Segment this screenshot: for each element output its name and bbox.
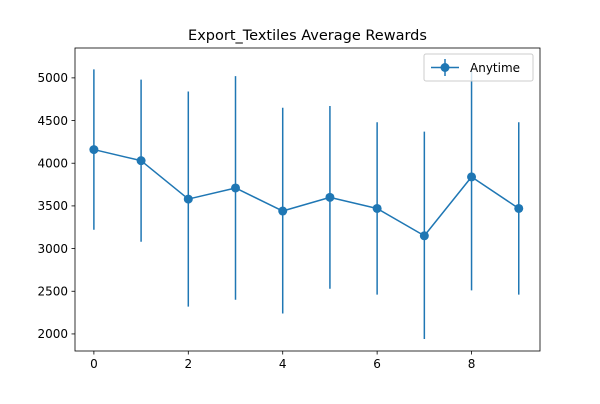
chart-title: Export_Textiles Average Rewards xyxy=(188,28,427,44)
data-point-0-3 xyxy=(231,183,241,193)
x-tick-label-8: 8 xyxy=(468,357,476,371)
legend-marker-sample xyxy=(440,63,450,72)
data-point-0-1 xyxy=(136,156,146,166)
plot-area xyxy=(89,69,524,340)
axes: 0 2 4 6 8 2000 2500 3000 3500 4000 4500 5000 xyxy=(37,47,541,371)
data-point-0-7 xyxy=(419,231,429,241)
y-tick-label-3500: 3500 xyxy=(37,199,68,213)
data-point-0-2 xyxy=(183,194,193,204)
y-tick-label-2000: 2000 xyxy=(37,327,68,341)
x-tick-label-4: 4 xyxy=(279,357,287,371)
x-tick-label-0: 0 xyxy=(90,357,98,371)
legend-box xyxy=(423,53,534,82)
y-tick-label-3000: 3000 xyxy=(37,242,68,256)
data-point-0-6 xyxy=(372,203,382,213)
y-tick-label-2500: 2500 xyxy=(37,285,68,299)
data-point-0-0 xyxy=(89,145,99,155)
data-point-0-9 xyxy=(514,203,524,213)
data-point-0-8 xyxy=(467,172,477,182)
y-tick-label-4500: 4500 xyxy=(37,114,68,128)
data-point-0-4 xyxy=(278,206,288,216)
y-tick-label-4000: 4000 xyxy=(37,157,68,171)
x-tick-label-2: 2 xyxy=(184,357,192,371)
legend: Anytime xyxy=(423,53,534,82)
y-tick-label-5000: 5000 xyxy=(37,71,68,85)
axes-frame xyxy=(74,47,541,352)
series-line-0 xyxy=(93,148,520,237)
legend-label-anytime: Anytime xyxy=(470,61,520,75)
x-tick-label-6: 6 xyxy=(373,357,381,371)
data-point-0-5 xyxy=(325,192,335,202)
